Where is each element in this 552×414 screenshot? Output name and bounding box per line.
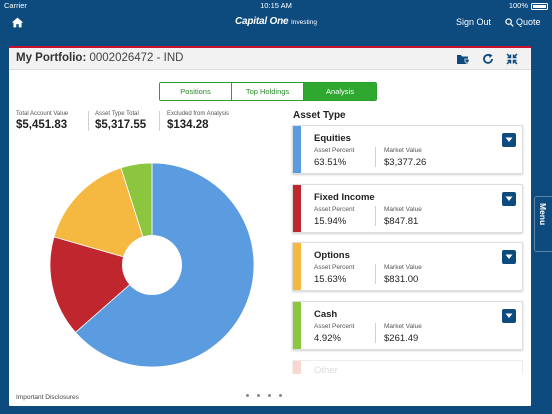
asset-percent-value: 63.51%: [314, 157, 347, 168]
asset-type-heading: Asset Type: [293, 110, 346, 121]
divider: [159, 111, 160, 131]
battery-percent: 100%: [508, 1, 528, 10]
asset-color-stripe: [293, 126, 301, 173]
expand-dropdown-button[interactable]: [502, 250, 516, 264]
chevron-down-icon: [505, 137, 513, 142]
pie-chart-svg: [49, 162, 255, 368]
asset-color-stripe: [293, 361, 301, 374]
market-value: $847.81: [384, 216, 419, 227]
summary-value: $5,317.55: [95, 119, 147, 131]
summary-label: Total Account Value: [16, 111, 69, 117]
asset-card-other[interactable]: Other: [292, 360, 523, 374]
asset-percent-label: Asset Percent: [314, 147, 355, 154]
summary-value: $5,451.83: [16, 119, 68, 131]
side-menu-button[interactable]: Menu: [534, 196, 552, 252]
important-disclosures-link[interactable]: Important Disclosures: [16, 394, 79, 401]
tab-analysis[interactable]: Analysis: [304, 83, 376, 100]
asset-percent-value: 4.92%: [314, 333, 341, 344]
expand-dropdown-button[interactable]: [502, 133, 516, 147]
sign-out-link[interactable]: Sign Out: [456, 17, 492, 27]
expand-dropdown-button[interactable]: [502, 309, 516, 323]
market-value: $3,377.26: [384, 157, 427, 168]
asset-allocation-chart: [49, 162, 255, 373]
tab-top-holdings[interactable]: Top Holdings: [232, 83, 304, 100]
asset-color-stripe: [293, 185, 301, 232]
menu-label: Menu: [538, 203, 548, 226]
divider: [375, 264, 376, 284]
home-icon[interactable]: [11, 16, 24, 29]
asset-name: Cash: [314, 309, 338, 320]
asset-card-options[interactable]: Options Asset Percent 15.63% Market Value $8…: [292, 242, 523, 291]
total-account-value: Total Account Value $5,451.83: [16, 111, 68, 131]
pie-slice-options[interactable]: [53, 167, 153, 266]
expand-dropdown-button[interactable]: [502, 192, 516, 206]
folder-icon[interactable]: [456, 52, 470, 66]
logo-sub: Investing: [290, 19, 317, 26]
page-indicator[interactable]: [246, 394, 282, 397]
summary-label: Excluded from Analysis: [167, 111, 230, 117]
donut-hole: [122, 235, 182, 295]
quote-label: Quote: [516, 17, 541, 27]
asset-name: Other: [314, 365, 338, 374]
asset-card-equities[interactable]: Equities Asset Percent 63.51% Market Value $…: [292, 125, 523, 174]
market-value: $831.00: [384, 274, 419, 285]
asset-color-stripe: [293, 243, 301, 290]
market-value-label: Market Value: [384, 206, 422, 213]
page-dot: [246, 394, 249, 397]
logo-main: Capital One: [235, 16, 289, 27]
divider: [375, 323, 376, 343]
divider: [375, 206, 376, 226]
search-icon: [505, 17, 514, 27]
chevron-down-icon: [505, 313, 513, 318]
page-dot: [257, 394, 260, 397]
excluded-from-analysis: Excluded from Analysis $134.28: [167, 111, 229, 131]
tab-positions[interactable]: Positions: [160, 83, 232, 100]
capital-one-investing-logo: Capital One Investing: [0, 16, 552, 27]
asset-percent-value: 15.63%: [314, 274, 347, 285]
market-value-label: Market Value: [384, 147, 422, 154]
asset-name: Equities: [314, 133, 351, 144]
asset-percent-label: Asset Percent: [314, 264, 355, 271]
top-nav-bar: Capital One Investing Sign Out Quote: [0, 11, 552, 35]
asset-color-stripe: [293, 302, 301, 349]
asset-card-cash[interactable]: Cash Asset Percent 4.92% Market Value $261.4…: [292, 301, 523, 350]
summary-label: Asset Type Total: [95, 111, 139, 117]
divider: [88, 111, 89, 131]
asset-percent-label: Asset Percent: [314, 323, 355, 330]
asset-name: Options: [314, 250, 350, 261]
quote-link[interactable]: Quote: [505, 17, 541, 27]
portfolio-panel: My Portfolio: 0002026472 - IND Positions…: [9, 46, 531, 406]
chevron-down-icon: [505, 254, 513, 259]
divider: [375, 147, 376, 167]
carrier-label: Carrier: [4, 1, 27, 10]
market-value: $261.49: [384, 333, 419, 344]
portfolio-title: My Portfolio:: [16, 52, 87, 64]
page-dot: [268, 394, 271, 397]
battery-icon: [531, 2, 548, 10]
page-dot: [279, 394, 282, 397]
asset-percent-value: 15.94%: [314, 216, 347, 227]
asset-card-fixed-income[interactable]: Fixed Income Asset Percent 15.94% Market Va…: [292, 184, 523, 233]
page-title: My Portfolio: 0002026472 - IND: [16, 52, 183, 64]
asset-name: Fixed Income: [314, 192, 375, 203]
collapse-icon[interactable]: [505, 52, 519, 66]
clock: 10:15 AM: [260, 1, 292, 10]
view-tabs: Positions Top Holdings Analysis: [159, 82, 377, 101]
asset-type-total: Asset Type Total $5,317.55: [95, 111, 146, 131]
status-bar: Carrier 10:15 AM 100%: [0, 0, 552, 11]
summary-value: $134.28: [167, 119, 209, 131]
chevron-down-icon: [505, 196, 513, 201]
asset-percent-label: Asset Percent: [314, 206, 355, 213]
panel-header: My Portfolio: 0002026472 - IND: [9, 48, 531, 70]
market-value-label: Market Value: [384, 323, 422, 330]
refresh-icon[interactable]: [481, 52, 495, 66]
account-number: 0002026472 - IND: [89, 52, 184, 64]
market-value-label: Market Value: [384, 264, 422, 271]
